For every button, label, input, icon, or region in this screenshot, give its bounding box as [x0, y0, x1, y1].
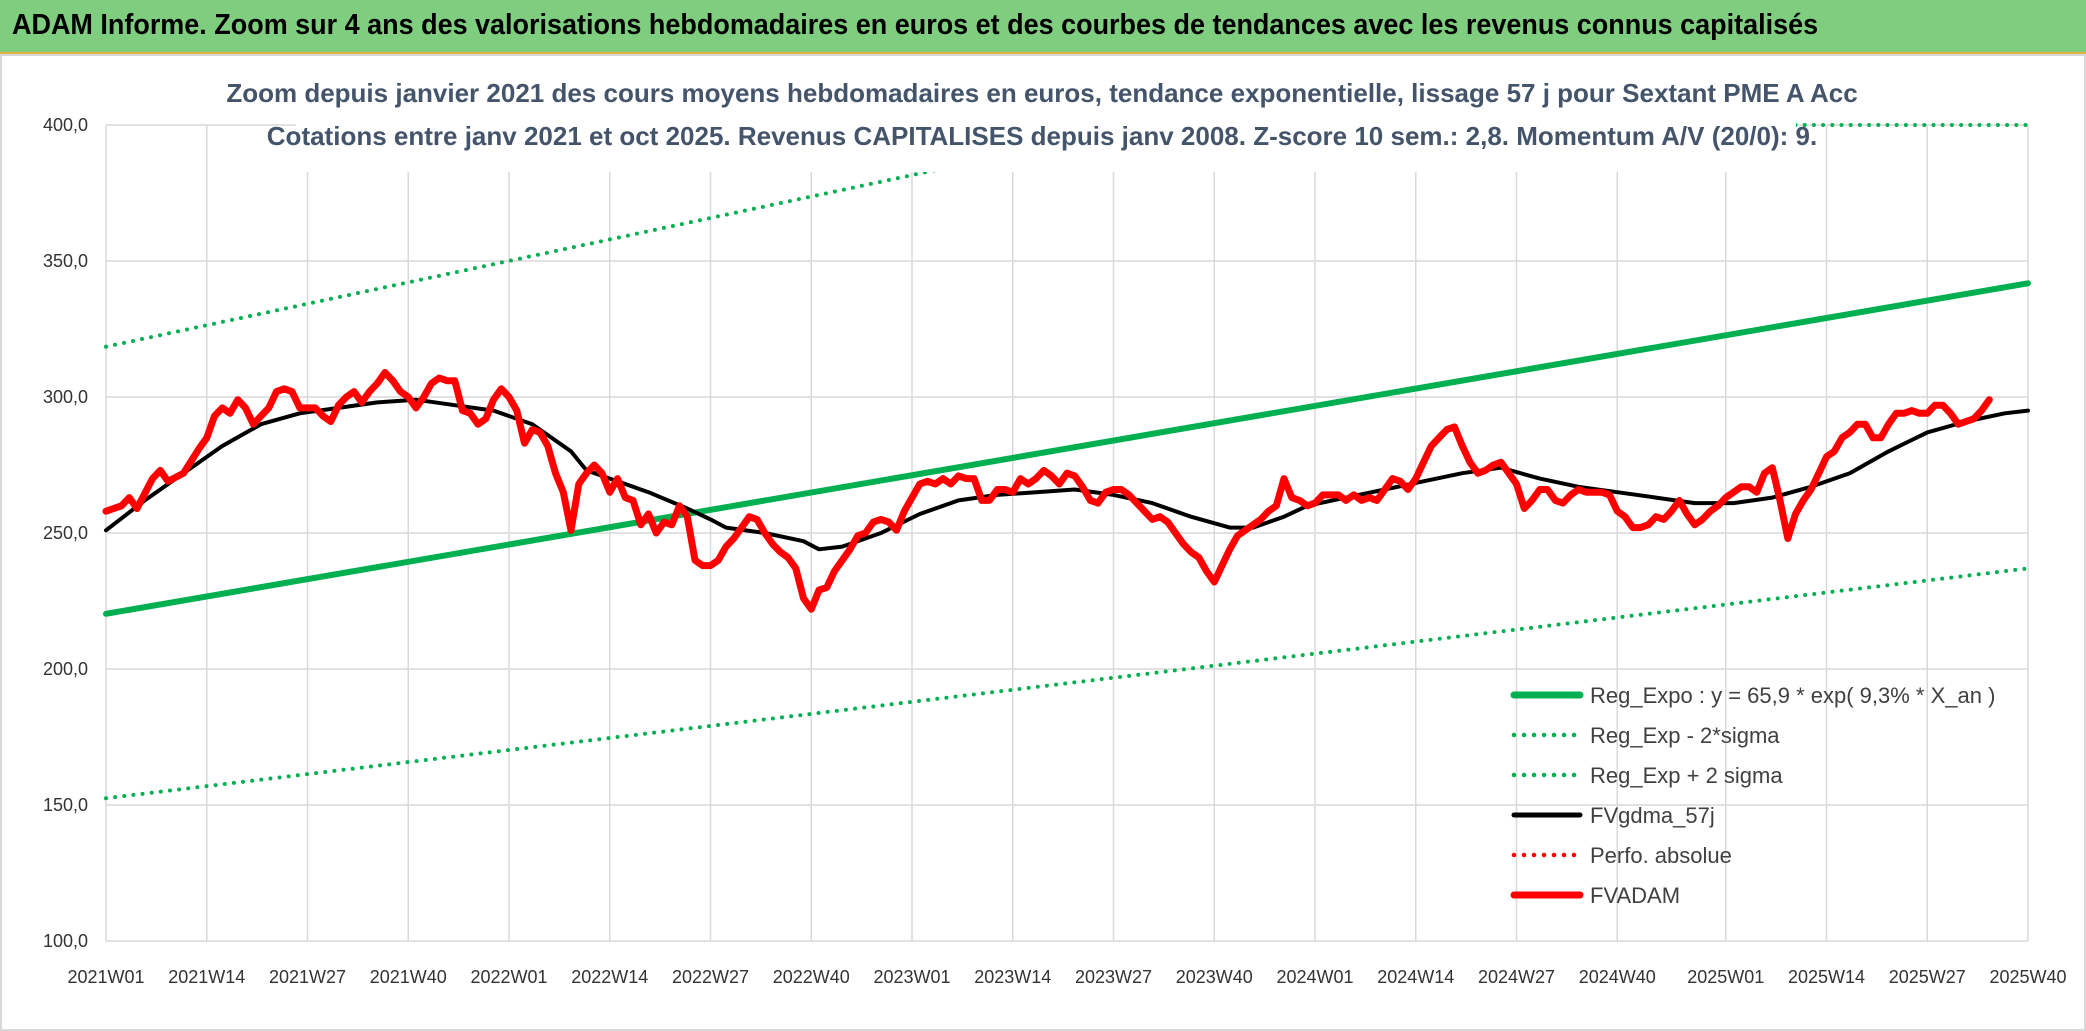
x-tick-label: 2022W40 [773, 967, 850, 987]
x-tick-label: 2021W01 [67, 967, 144, 987]
x-tick-label: 2023W40 [1176, 967, 1253, 987]
x-tick-label: 2023W27 [1075, 967, 1152, 987]
series-layer [102, 123, 2031, 801]
x-tick-label: 2024W01 [1276, 967, 1353, 987]
y-tick-label: 300,0 [43, 387, 88, 407]
report-banner: ADAM Informe. Zoom sur 4 ans des valoris… [0, 0, 2086, 54]
x-tick-label: 2025W27 [1889, 967, 1966, 987]
y-tick-label: 100,0 [43, 931, 88, 951]
legend: Reg_Expo : y = 65,9 * exp( 9,3% * X_an )… [1510, 683, 1995, 908]
x-tick-label: 2024W14 [1377, 967, 1454, 987]
y-tick-label: 250,0 [43, 523, 88, 543]
legend-label: Reg_Exp - 2*sigma [1590, 723, 1780, 748]
line-chart: 100,0 150,0 200,0 250,0 300,0 350,0 400,0 2021… [43, 58, 2067, 987]
series-reg-expo [103, 280, 2031, 617]
chart-title-background [296, 58, 1796, 172]
x-tick-label: 2024W40 [1579, 967, 1656, 987]
chart-title-line-2: Cotations entre janv 2021 et oct 2025. R… [267, 121, 1817, 151]
legend-label: Reg_Exp + 2 sigma [1590, 763, 1783, 788]
x-tick-label: 2024W27 [1478, 967, 1555, 987]
legend-label: Perfo. absolue [1590, 843, 1732, 868]
y-tick-label: 150,0 [43, 795, 88, 815]
x-tick-label: 2025W40 [1989, 967, 2066, 987]
x-tick-label: 2022W01 [470, 967, 547, 987]
x-tick-label: 2021W27 [269, 967, 346, 987]
gridlines [105, 124, 2029, 942]
chart-frame: 100,0 150,0 200,0 250,0 300,0 350,0 400,0 2021… [0, 54, 2086, 1031]
legend-label: Reg_Expo : y = 65,9 * exp( 9,3% * X_an ) [1590, 683, 1995, 708]
x-tick-label: 2022W27 [672, 967, 749, 987]
report-title: ADAM Informe. Zoom sur 4 ans des valoris… [12, 9, 1819, 41]
x-tick-label: 2025W14 [1788, 967, 1865, 987]
series-reg-plus-2sigma [104, 166, 945, 349]
x-tick-label: 2021W40 [370, 967, 447, 987]
x-tick-label: 2022W14 [571, 967, 648, 987]
x-tick-label: 2025W01 [1687, 967, 1764, 987]
series-fvgdma-57j [104, 397, 2030, 552]
y-tick-label: 350,0 [43, 251, 88, 271]
legend-label: FVADAM [1590, 883, 1680, 908]
chart-title: Zoom depuis janvier 2021 des cours moyen… [226, 58, 1858, 172]
x-tick-label: 2023W01 [873, 967, 950, 987]
legend-label: FVgdma_57j [1590, 803, 1715, 828]
y-axis-ticks: 100,0 150,0 200,0 250,0 300,0 350,0 400,0 [43, 115, 88, 951]
x-axis-ticks: 2021W01 2021W14 2021W27 2021W40 2022W01 2022W… [67, 967, 2066, 987]
chart-title-line-1: Zoom depuis janvier 2021 des cours moyen… [226, 78, 1857, 108]
y-tick-label: 400,0 [43, 115, 88, 135]
series-reg-minus-2sigma [104, 566, 2030, 801]
x-tick-label: 2023W14 [974, 967, 1051, 987]
x-tick-label: 2021W14 [168, 967, 245, 987]
series-fvadam [102, 369, 1993, 613]
y-tick-label: 200,0 [43, 659, 88, 679]
